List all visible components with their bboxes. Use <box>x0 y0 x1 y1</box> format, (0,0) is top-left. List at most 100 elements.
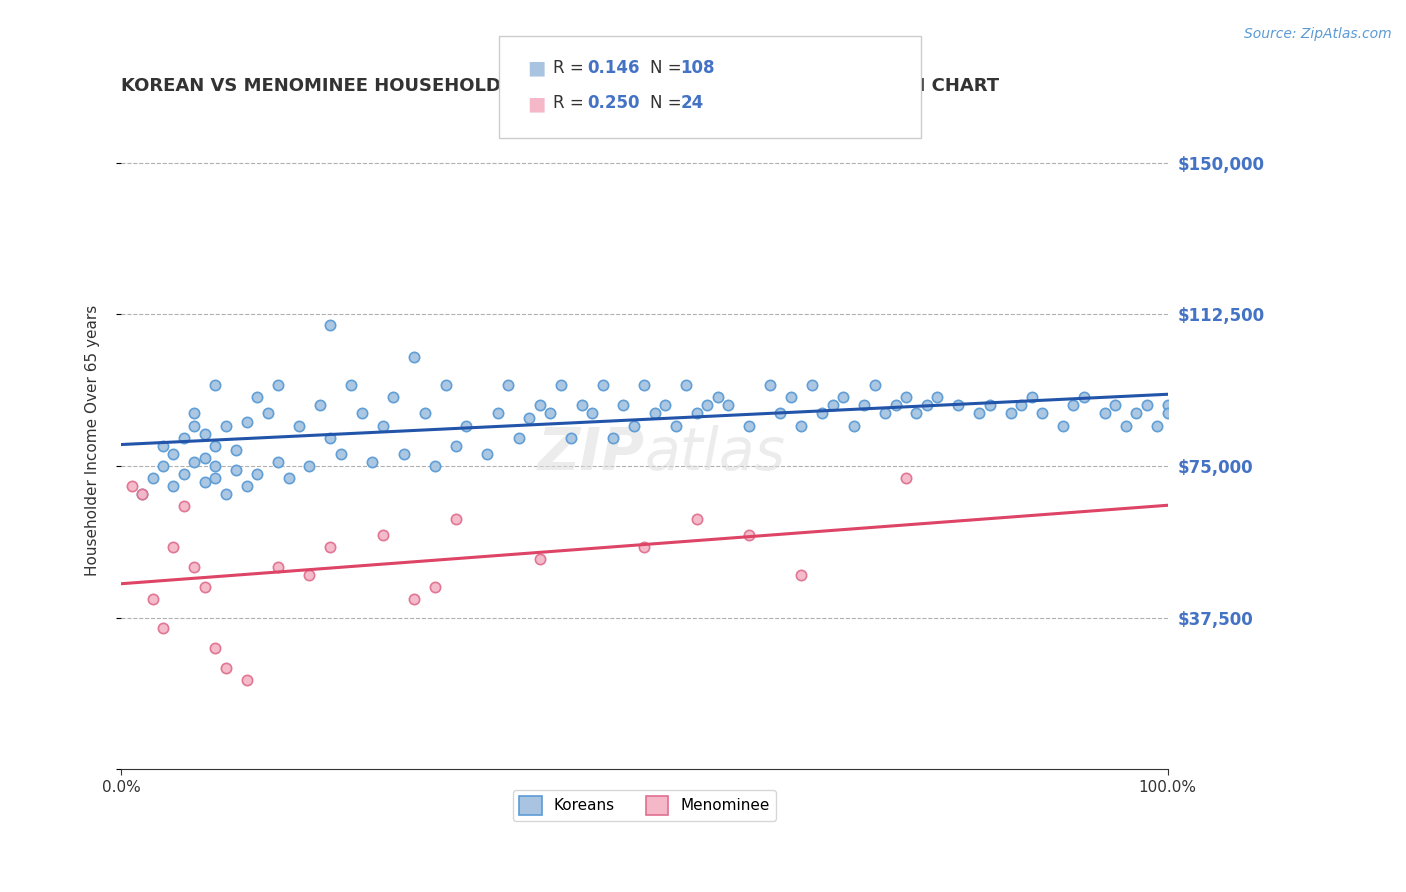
Point <box>894 471 917 485</box>
Point <box>183 407 205 421</box>
Text: 0.250: 0.250 <box>588 95 640 112</box>
Text: R =: R = <box>553 95 583 112</box>
Point <box>319 318 342 332</box>
Point <box>863 378 886 392</box>
Point <box>1115 418 1137 433</box>
Point <box>1052 418 1074 433</box>
Point <box>948 398 970 412</box>
Point <box>404 350 426 364</box>
Point <box>686 511 709 525</box>
Point <box>277 471 299 485</box>
Point <box>842 418 865 433</box>
Point <box>204 640 226 655</box>
Point <box>350 407 373 421</box>
Point <box>477 447 499 461</box>
Point <box>173 467 195 482</box>
Point <box>152 621 174 635</box>
Point <box>644 407 666 421</box>
Point <box>204 378 226 392</box>
Point <box>633 378 655 392</box>
Point <box>194 580 217 594</box>
Point <box>235 673 257 688</box>
Text: 108: 108 <box>681 59 716 77</box>
Text: Source: ZipAtlas.com: Source: ZipAtlas.com <box>1244 27 1392 41</box>
Point <box>121 479 143 493</box>
Point <box>444 439 467 453</box>
Point <box>1010 398 1032 412</box>
Point <box>665 418 688 433</box>
Point <box>309 398 332 412</box>
Point <box>853 398 876 412</box>
Point <box>529 398 551 412</box>
Point <box>194 450 217 465</box>
Point <box>173 431 195 445</box>
Point <box>1062 398 1084 412</box>
Point <box>404 592 426 607</box>
Point <box>340 378 363 392</box>
Point <box>602 431 624 445</box>
Text: ZIP: ZIP <box>537 425 644 483</box>
Point <box>1094 407 1116 421</box>
Point <box>915 398 938 412</box>
Point <box>538 407 561 421</box>
Point <box>194 426 217 441</box>
Point <box>1136 398 1159 412</box>
Point <box>759 378 782 392</box>
Point <box>706 390 728 404</box>
Point <box>821 398 844 412</box>
Point <box>1000 407 1022 421</box>
Point <box>235 479 257 493</box>
Point <box>256 407 278 421</box>
Point <box>1031 407 1053 421</box>
Point <box>1073 390 1095 404</box>
Point <box>927 390 949 404</box>
Point <box>612 398 634 412</box>
Text: ■: ■ <box>527 58 546 78</box>
Point <box>884 398 907 412</box>
Point <box>183 560 205 574</box>
Point <box>329 447 352 461</box>
Point <box>633 540 655 554</box>
Point <box>162 540 184 554</box>
Point <box>288 418 311 433</box>
Point <box>1021 390 1043 404</box>
Point <box>1156 407 1178 421</box>
Point <box>790 568 813 582</box>
Point <box>267 560 290 574</box>
Point <box>319 431 342 445</box>
Point <box>979 398 1001 412</box>
Point <box>873 407 896 421</box>
Point <box>204 439 226 453</box>
Point <box>162 447 184 461</box>
Text: N =: N = <box>650 95 681 112</box>
Legend: Koreans, Menominee: Koreans, Menominee <box>513 790 776 821</box>
Point <box>246 467 269 482</box>
Point <box>1146 418 1168 433</box>
Point <box>246 390 269 404</box>
Point <box>529 552 551 566</box>
Text: 0.146: 0.146 <box>588 59 640 77</box>
Point <box>215 661 238 675</box>
Point <box>1125 407 1147 421</box>
Point <box>361 455 384 469</box>
Point <box>204 458 226 473</box>
Point <box>382 390 405 404</box>
Point <box>444 511 467 525</box>
Point <box>498 378 520 392</box>
Point <box>517 410 540 425</box>
Point <box>423 458 446 473</box>
Point <box>780 390 803 404</box>
Point <box>371 528 394 542</box>
Point <box>560 431 582 445</box>
Point <box>905 407 928 421</box>
Point <box>423 580 446 594</box>
Point <box>967 407 990 421</box>
Point <box>456 418 478 433</box>
Point <box>894 390 917 404</box>
Point <box>592 378 614 392</box>
Point <box>319 540 342 554</box>
Point <box>581 407 603 421</box>
Point <box>434 378 457 392</box>
Point <box>173 500 195 514</box>
Point <box>183 455 205 469</box>
